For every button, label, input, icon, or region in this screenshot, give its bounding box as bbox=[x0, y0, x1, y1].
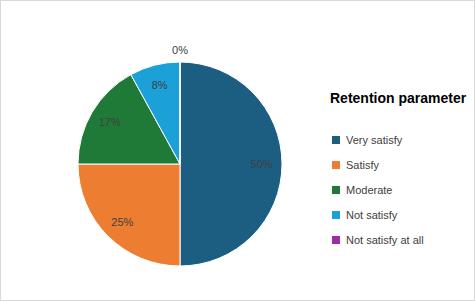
pie-slice bbox=[180, 62, 282, 266]
data-label: 25% bbox=[111, 216, 133, 228]
chart-frame bbox=[1, 1, 475, 301]
legend-swatch bbox=[332, 211, 340, 219]
legend-item: Not satisfy at all bbox=[332, 234, 424, 246]
pie-slice bbox=[131, 62, 180, 164]
pie-slice bbox=[78, 164, 180, 266]
legend-label: Moderate bbox=[346, 184, 392, 196]
chart: 50% 25% 17% 8% 0% Retention parameter Very sat… bbox=[0, 0, 475, 301]
legend-swatch bbox=[332, 161, 340, 169]
pie-slice bbox=[180, 62, 181, 164]
legend-item: Satisfy bbox=[332, 159, 380, 171]
legend-swatch bbox=[332, 236, 340, 244]
legend-label: Not satisfy at all bbox=[346, 234, 424, 246]
data-labels: 50% 25% 17% 8% 0% bbox=[99, 44, 273, 228]
legend-label: Satisfy bbox=[346, 159, 380, 171]
legend-swatch bbox=[332, 136, 340, 144]
legend-swatch bbox=[332, 186, 340, 194]
pie bbox=[78, 62, 282, 266]
legend-label: Very satisfy bbox=[346, 134, 403, 146]
data-label: 0% bbox=[172, 44, 188, 56]
legend-item: Moderate bbox=[332, 184, 392, 196]
legend-label: Not satisfy bbox=[346, 209, 398, 221]
legend: Retention parameter Very satisfy Satisfy Mo… bbox=[330, 90, 467, 246]
data-label: 8% bbox=[152, 79, 168, 91]
legend-item: Not satisfy bbox=[332, 209, 398, 221]
data-label: 17% bbox=[99, 116, 121, 128]
data-label: 50% bbox=[251, 158, 273, 170]
legend-item: Very satisfy bbox=[332, 134, 403, 146]
legend-title: Retention parameter bbox=[330, 90, 467, 106]
